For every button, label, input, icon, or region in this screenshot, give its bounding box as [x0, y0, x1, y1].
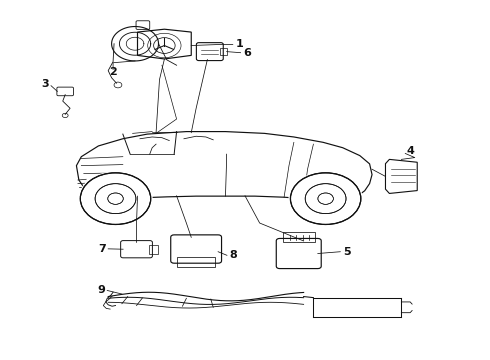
- Text: 8: 8: [229, 250, 237, 260]
- Text: 9: 9: [98, 285, 106, 296]
- Text: 7: 7: [98, 244, 106, 254]
- Text: 4: 4: [406, 145, 414, 156]
- Text: 3: 3: [41, 79, 49, 89]
- Text: 2: 2: [109, 67, 117, 77]
- Circle shape: [289, 171, 363, 226]
- Text: 1: 1: [235, 40, 243, 49]
- Text: 6: 6: [243, 48, 251, 58]
- Circle shape: [78, 171, 153, 226]
- Text: 5: 5: [343, 247, 350, 257]
